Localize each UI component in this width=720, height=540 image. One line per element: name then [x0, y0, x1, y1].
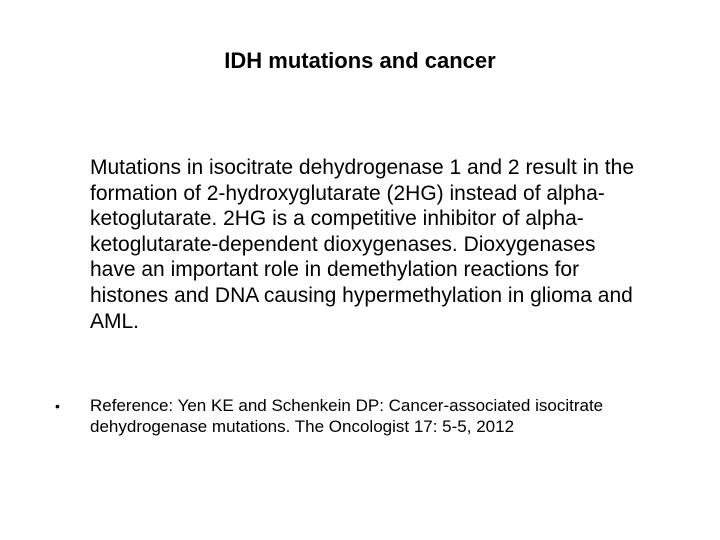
reference-text: Reference: Yen KE and Schenkein DP: Canc… [90, 395, 640, 438]
reference-row: • Reference: Yen KE and Schenkein DP: Ca… [55, 395, 640, 438]
bullet-icon: • [55, 395, 90, 415]
slide-body-text: Mutations in isocitrate dehydrogenase 1 … [90, 155, 635, 334]
slide: IDH mutations and cancer Mutations in is… [0, 0, 720, 540]
slide-title: IDH mutations and cancer [0, 48, 720, 74]
